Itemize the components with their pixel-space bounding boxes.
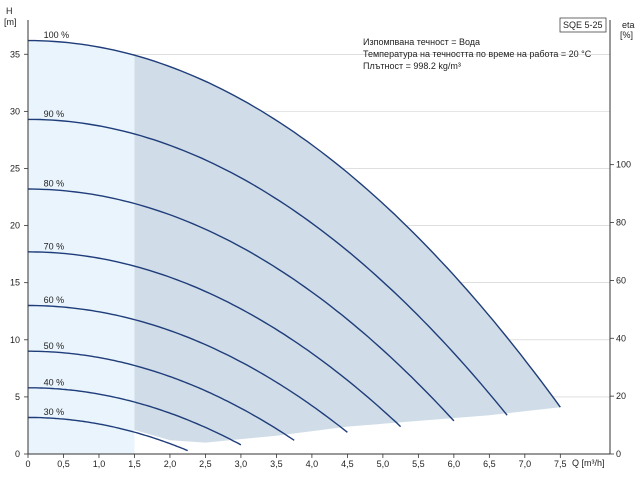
- tick-labels: 0 5 10 15 20 25 30 35 0 20 40 60 80 100 0 0,5 1,0 1,5 2,0 2…: [10, 49, 631, 469]
- x-tick-label: 6,0: [448, 459, 461, 469]
- y-right-tick-label: 0: [616, 449, 621, 459]
- series-line: [28, 416, 188, 452]
- y-left-tick-label: 0: [15, 449, 20, 459]
- y-left-tick-label: 15: [10, 278, 20, 288]
- x-tick-label: 5,0: [377, 459, 390, 469]
- model-badge: [559, 17, 607, 33]
- y-right-tick-label: 60: [616, 275, 626, 285]
- y-left-tick-label: 35: [10, 49, 20, 59]
- x-tick-label: 0: [25, 459, 30, 469]
- x-tick-label: 3,0: [235, 459, 248, 469]
- y-left-title: H: [6, 6, 13, 16]
- series-line: [28, 350, 295, 441]
- series-label: 90 %: [44, 109, 65, 119]
- x-tick-label: 6,5: [483, 459, 496, 469]
- y-left-tick-label: 5: [15, 392, 20, 402]
- info-line-1: Изпомпвана течност = Вода: [363, 37, 480, 47]
- model-label: SQE 5-25: [563, 20, 603, 30]
- series-line: [28, 304, 348, 433]
- x-axis-title: Q [m³/h]: [572, 458, 605, 468]
- y-right-tick-label: 20: [616, 391, 626, 401]
- y-right-title: eta: [622, 20, 635, 30]
- y-right-tick-label: 80: [616, 218, 626, 228]
- series-label: 100 %: [44, 30, 70, 40]
- series-line: [27, 188, 455, 422]
- x-tick-label: 2,5: [199, 459, 212, 469]
- y-right-tick-label: 100: [616, 160, 631, 170]
- series-line: [28, 39, 561, 408]
- series-label: 40 %: [44, 377, 65, 387]
- light-operating-region: [28, 40, 135, 454]
- x-tick-label: 4,5: [341, 459, 354, 469]
- performance-curves: 100 % 90 % 80 % 70 % 60 % 50 % 40 % 30 %: [27, 30, 561, 452]
- x-tick-label: 2,0: [164, 459, 177, 469]
- x-tick-label: 1,5: [128, 459, 141, 469]
- y-left-unit: [m]: [4, 17, 17, 27]
- dark-operating-region: [134, 55, 561, 443]
- series-label: 50 %: [44, 341, 65, 351]
- series-label: 70 %: [44, 241, 65, 251]
- series-line: [28, 387, 242, 446]
- x-tick-label: 4,0: [306, 459, 319, 469]
- series-label: 80 %: [44, 179, 65, 189]
- y-left-tick-label: 20: [10, 221, 20, 231]
- series-label: 60 %: [44, 295, 65, 305]
- y-left-tick-label: 10: [10, 335, 20, 345]
- x-tick-label: 0,5: [57, 459, 70, 469]
- y-left-tick-label: 25: [10, 163, 20, 173]
- x-tick-label: 7,5: [554, 459, 567, 469]
- series-line: [28, 118, 508, 416]
- axes: [27, 20, 611, 455]
- series-line: [27, 251, 402, 428]
- y-left-tick-label: 30: [10, 106, 20, 116]
- series-label: 30 %: [44, 407, 65, 417]
- x-tick-label: 3,5: [270, 459, 283, 469]
- y-right-unit: [%]: [620, 30, 633, 40]
- x-tick-label: 1,0: [93, 459, 106, 469]
- info-line-2: Температура на течността по време на раб…: [363, 49, 592, 59]
- x-tick-label: 7,0: [519, 459, 532, 469]
- info-line-3: Плътност = 998.2 kg/m³: [363, 61, 461, 71]
- y-right-tick-label: 40: [616, 333, 626, 343]
- x-tick-label: 5,5: [412, 459, 425, 469]
